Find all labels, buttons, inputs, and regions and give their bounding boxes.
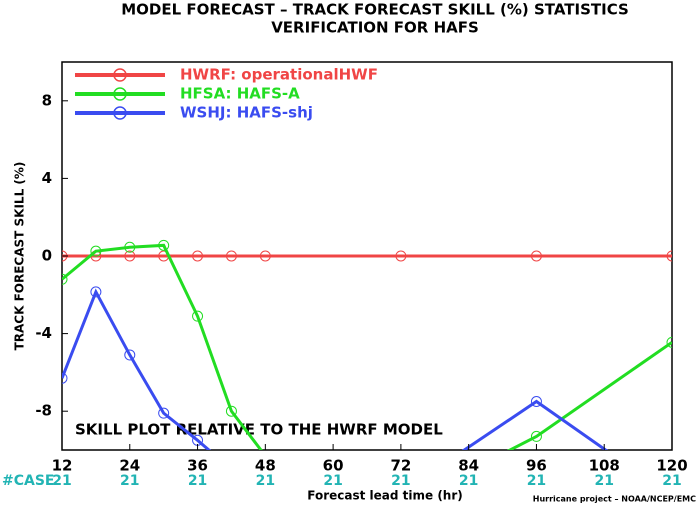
x-tick-label: 108	[589, 457, 620, 475]
annotation: SKILL PLOT RELATIVE TO THE HWRF MODEL	[75, 421, 443, 439]
point-marker	[530, 430, 542, 442]
x-tick-label: 48	[255, 457, 276, 475]
point-marker	[259, 250, 271, 262]
x-tick-label: 120	[656, 457, 687, 475]
legend-label: HFSA: HAFS-A	[180, 85, 300, 103]
point-marker	[666, 336, 672, 348]
case-count: 21	[662, 473, 681, 489]
y-tick-label: 8	[42, 91, 52, 109]
legend-label: WSHJ: HAFS-shj	[180, 104, 313, 122]
legend-label: HWRF: operationalHWF	[180, 66, 378, 84]
series-line	[62, 243, 672, 450]
y-axis-label: TRACK FORECAST SKILL (%)	[13, 162, 27, 351]
point-marker	[530, 250, 542, 262]
legend-marker	[113, 68, 127, 82]
case-count: 21	[527, 473, 546, 489]
point-marker	[90, 286, 102, 298]
x-tick-label: 84	[458, 457, 479, 475]
y-tick-label: -4	[35, 324, 52, 342]
point-marker	[158, 239, 170, 251]
point-marker	[124, 349, 136, 361]
case-count: 21	[323, 473, 342, 489]
case-count: 21	[459, 473, 478, 489]
case-label: #CASE	[2, 473, 55, 489]
y-tick-label: -8	[35, 402, 52, 420]
x-tick-label: 72	[390, 457, 411, 475]
legend-marker	[113, 87, 127, 101]
point-marker	[192, 310, 204, 322]
point-marker	[62, 372, 68, 384]
point-marker	[225, 250, 237, 262]
footer: Hurricane project – NOAA/NCEP/EMC	[533, 495, 696, 504]
point-marker	[90, 245, 102, 257]
x-tick-label: 36	[187, 457, 208, 475]
x-tick-label: 96	[526, 457, 547, 475]
point-marker	[124, 241, 136, 253]
case-count: 21	[120, 473, 139, 489]
series-line	[62, 288, 609, 450]
x-tick-label: 24	[119, 457, 140, 475]
point-marker	[158, 407, 170, 419]
case-count: 21	[188, 473, 207, 489]
chart-subtitle: VERIFICATION FOR HAFS	[271, 19, 479, 37]
point-marker	[124, 250, 136, 262]
point-marker	[666, 250, 672, 262]
x-tick-label: 12	[52, 457, 73, 475]
point-marker	[225, 405, 237, 417]
point-marker	[530, 396, 542, 407]
legend-marker	[113, 106, 127, 120]
chart-title: MODEL FORECAST – TRACK FORECAST SKILL (%…	[121, 1, 629, 19]
point-marker	[395, 250, 407, 262]
x-tick-label: 60	[323, 457, 344, 475]
plot-area	[62, 239, 672, 474]
y-tick-label: 4	[42, 169, 52, 187]
case-count: 21	[52, 473, 71, 489]
point-marker	[62, 273, 68, 285]
case-count: 21	[594, 473, 613, 489]
point-marker	[192, 250, 204, 262]
point-marker	[226, 464, 236, 474]
y-tick-label: 0	[42, 247, 52, 265]
case-count: 21	[256, 473, 275, 489]
x-axis-label: Forecast lead time (hr)	[307, 489, 463, 503]
case-count: 21	[391, 473, 410, 489]
